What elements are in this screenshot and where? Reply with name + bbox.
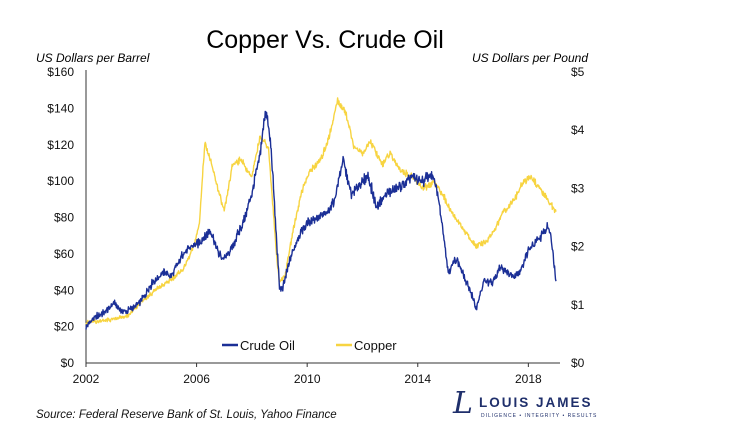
right-tick-label: $1 (571, 298, 585, 312)
left-tick-label: $20 (54, 320, 74, 334)
chart-title: Copper Vs. Crude Oil (206, 26, 444, 54)
left-tick-label: $160 (47, 65, 74, 79)
x-axis-ticks: 2002 2006 2010 2014 2018 (73, 363, 542, 386)
louis-james-logo: L LOUIS JAMES DILIGENCE • INTEGRITY • RE… (453, 389, 603, 423)
right-tick-label: $5 (571, 65, 585, 79)
right-tick-label: $2 (571, 240, 585, 254)
left-tick-label: $40 (54, 283, 74, 297)
x-tick-label: 2018 (515, 372, 542, 386)
right-tick-label: $0 (571, 356, 585, 370)
x-tick-label: 2010 (294, 372, 321, 386)
source-note: Source: Federal Reserve Bank of St. Loui… (36, 409, 337, 421)
x-tick-label: 2006 (183, 372, 210, 386)
x-tick-label: 2014 (404, 372, 431, 386)
series-line-crude-oil (85, 110, 557, 330)
series-line-copper (85, 97, 557, 325)
left-tick-label: $120 (47, 138, 74, 152)
logo-mark: L (453, 386, 473, 421)
x-tick-label: 2002 (73, 372, 100, 386)
plot-area (85, 97, 557, 330)
left-tick-label: $80 (54, 211, 74, 225)
left-axis-ticks: $0 $20 $40 $60 $80 $100 $120 $140 $160 (47, 65, 74, 370)
right-tick-label: $3 (571, 181, 585, 195)
logo-name: LOUIS JAMES (479, 395, 593, 410)
legend-crude-oil-label: Crude Oil (240, 338, 295, 353)
legend: Crude Oil Copper (222, 338, 397, 353)
right-axis-ticks: $0 $1 $2 $3 $4 $5 (571, 65, 585, 370)
logo-tagline: DILIGENCE • INTEGRITY • RESULTS (481, 413, 598, 419)
left-axis-title: US Dollars per Barrel (36, 51, 150, 65)
legend-copper-label: Copper (354, 338, 397, 353)
left-tick-label: $100 (47, 174, 74, 188)
right-axis-title: US Dollars per Pound (472, 51, 588, 65)
left-tick-label: $140 (47, 101, 74, 115)
right-tick-label: $4 (571, 123, 585, 137)
left-tick-label: $0 (61, 356, 75, 370)
left-tick-label: $60 (54, 247, 74, 261)
